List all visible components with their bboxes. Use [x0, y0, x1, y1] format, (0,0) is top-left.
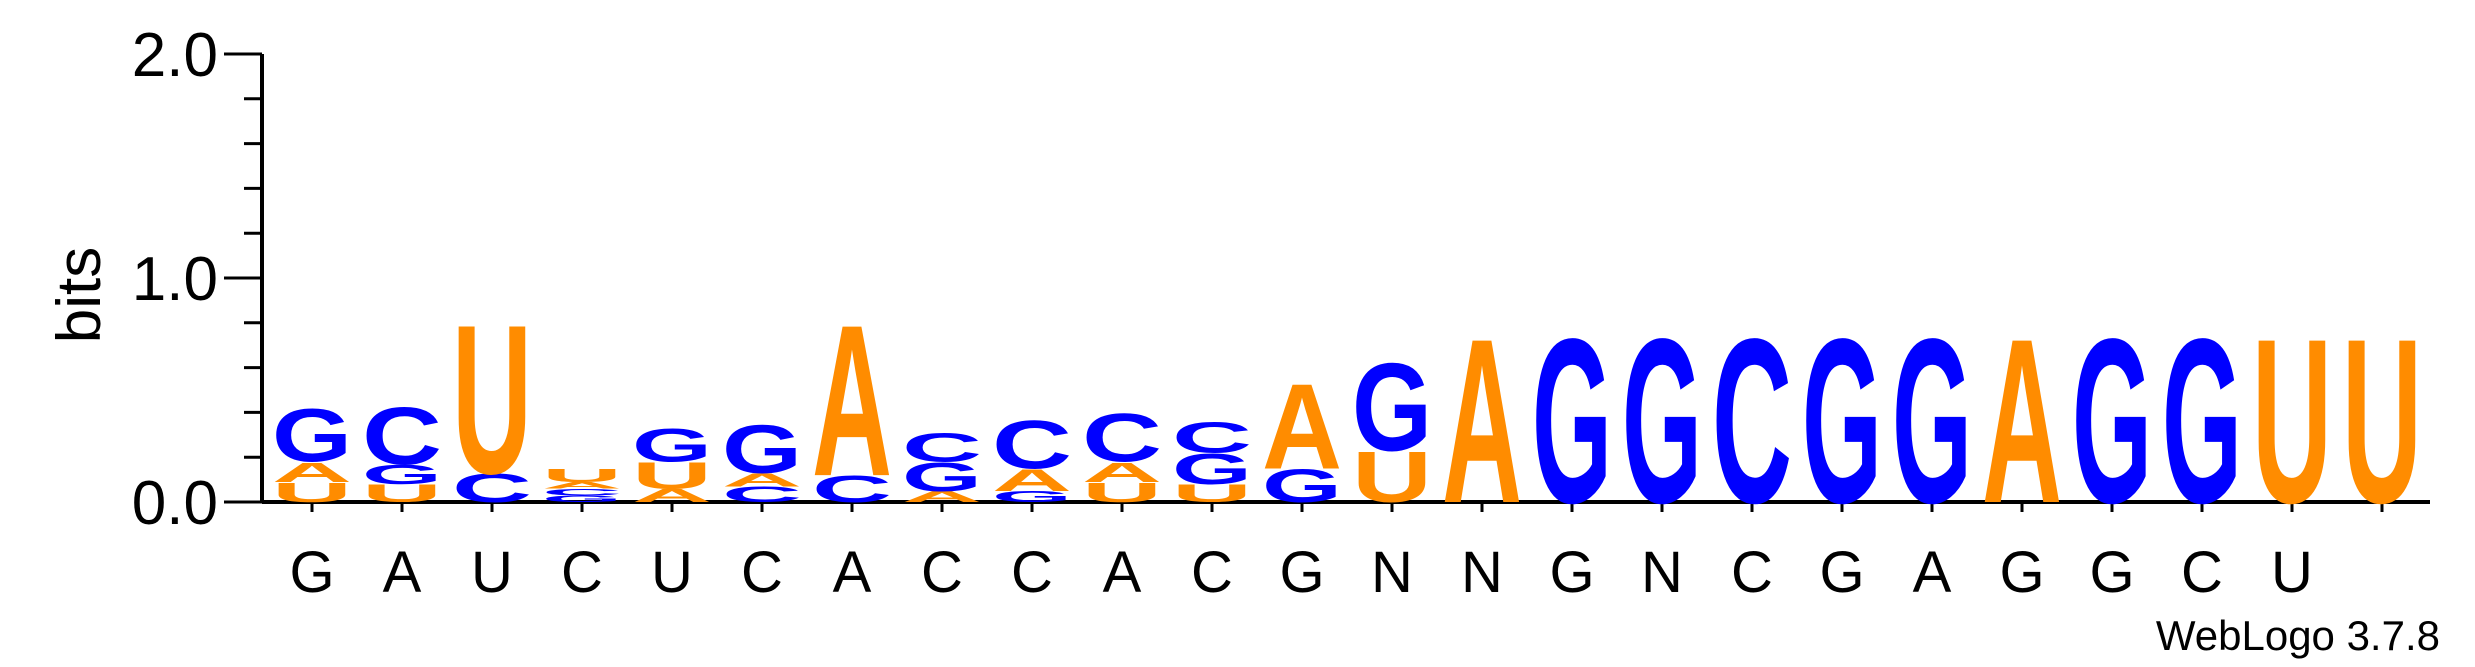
logo-letter-U: U	[2342, 290, 2422, 552]
logo-letter-G: G	[902, 454, 982, 500]
logo-letter-U: U	[1082, 477, 1162, 508]
logo-letter-A: A	[632, 485, 712, 506]
x-tick-label: C	[921, 540, 963, 605]
logo-letter-C: C	[1082, 400, 1162, 477]
logo-letter-A: A	[992, 463, 1072, 498]
logo-letter-C: C	[992, 406, 1072, 483]
x-tick-label: U	[651, 540, 693, 605]
logo-letter-U: U	[1352, 437, 1432, 518]
logo-letter-C: C	[812, 468, 892, 510]
x-tick-label: G	[2089, 540, 2134, 605]
logo-letter-G: G	[1262, 460, 1342, 512]
logo-letter-U: U	[542, 465, 622, 486]
weblogo-credit: WebLogo 3.7.8	[2156, 612, 2440, 659]
logo-letter-G: G	[992, 488, 1072, 506]
logo-letter-G: G	[2162, 291, 2242, 553]
logo-letter-G: G	[2072, 291, 2152, 553]
logo-letter-U: U	[452, 280, 532, 518]
logo-letter-C: C	[452, 465, 532, 511]
logo-letter-A: A	[1082, 457, 1162, 488]
logo-letter-A: A	[902, 488, 982, 506]
logo-letter-C: C	[542, 487, 622, 498]
logo-letter-G: G	[632, 419, 712, 471]
logo-letter-U: U	[2252, 290, 2332, 552]
logo-letter-C: C	[722, 482, 802, 506]
logo-letter-A: A	[1442, 290, 1522, 552]
x-tick-label: A	[383, 540, 422, 605]
logo-letter-G: G	[1802, 291, 1882, 553]
logo-letter-G: G	[722, 411, 802, 488]
logo-letter-G: G	[1532, 291, 1612, 553]
logo-letter-A: A	[1262, 358, 1342, 494]
y-axis-label: bits	[45, 247, 114, 343]
x-tick-label: C	[1731, 540, 1773, 605]
x-tick-label: N	[1641, 540, 1683, 605]
logo-letter-A: A	[542, 480, 622, 491]
x-tick-label: A	[833, 540, 872, 605]
x-tick-label: G	[1999, 540, 2044, 605]
logo-letter-G: G	[362, 459, 442, 490]
logo-letter-A: A	[722, 469, 802, 490]
x-tick-label: G	[289, 540, 334, 605]
y-tick-label: 2.0	[132, 21, 218, 90]
x-tick-label: G	[1279, 540, 1324, 605]
logo-letter-C: C	[902, 425, 982, 471]
y-tick-label: 1.0	[132, 245, 218, 314]
x-tick-label: U	[471, 540, 513, 605]
logo-letter-A: A	[812, 281, 892, 521]
logo-letter-U: U	[1172, 480, 1252, 508]
logo-letter-A: A	[272, 457, 352, 488]
axes: 0.0 1.0 2.0	[132, 21, 2430, 538]
logo-letter-U: U	[362, 480, 442, 508]
logo-letter-G: G	[1352, 338, 1432, 478]
x-tick-label: C	[1011, 540, 1053, 605]
logo-letter-C: C	[1172, 413, 1252, 462]
logo-letter-C: C	[1712, 290, 1792, 552]
logo-letter-U: U	[272, 477, 352, 508]
x-tick-label: N	[1461, 540, 1503, 605]
logo-letter-G: G	[1172, 444, 1252, 493]
logo-letter-G: G	[1622, 291, 1702, 553]
x-tick-label: G	[1819, 540, 1864, 605]
logo-letter-G: G	[1892, 291, 1972, 553]
x-tick-label: A	[1103, 540, 1142, 605]
x-tick-label: N	[1371, 540, 1413, 605]
x-tick-label: C	[741, 540, 783, 605]
x-tick-label: C	[1191, 540, 1233, 605]
x-tick-label: G	[1549, 540, 1594, 605]
x-tick-label: U	[2271, 540, 2313, 605]
x-tick-label: C	[2181, 540, 2223, 605]
y-tick-label: 0.0	[132, 469, 218, 538]
logo-letter-C: C	[362, 390, 442, 481]
logo-letter-U: U	[632, 455, 712, 497]
x-tick-label: A	[1913, 540, 1952, 605]
logo-letter-G: G	[272, 394, 352, 478]
x-tick-label: C	[561, 540, 603, 605]
logo-letter-A: A	[1982, 290, 2062, 552]
logo-letter-G: G	[542, 494, 622, 504]
